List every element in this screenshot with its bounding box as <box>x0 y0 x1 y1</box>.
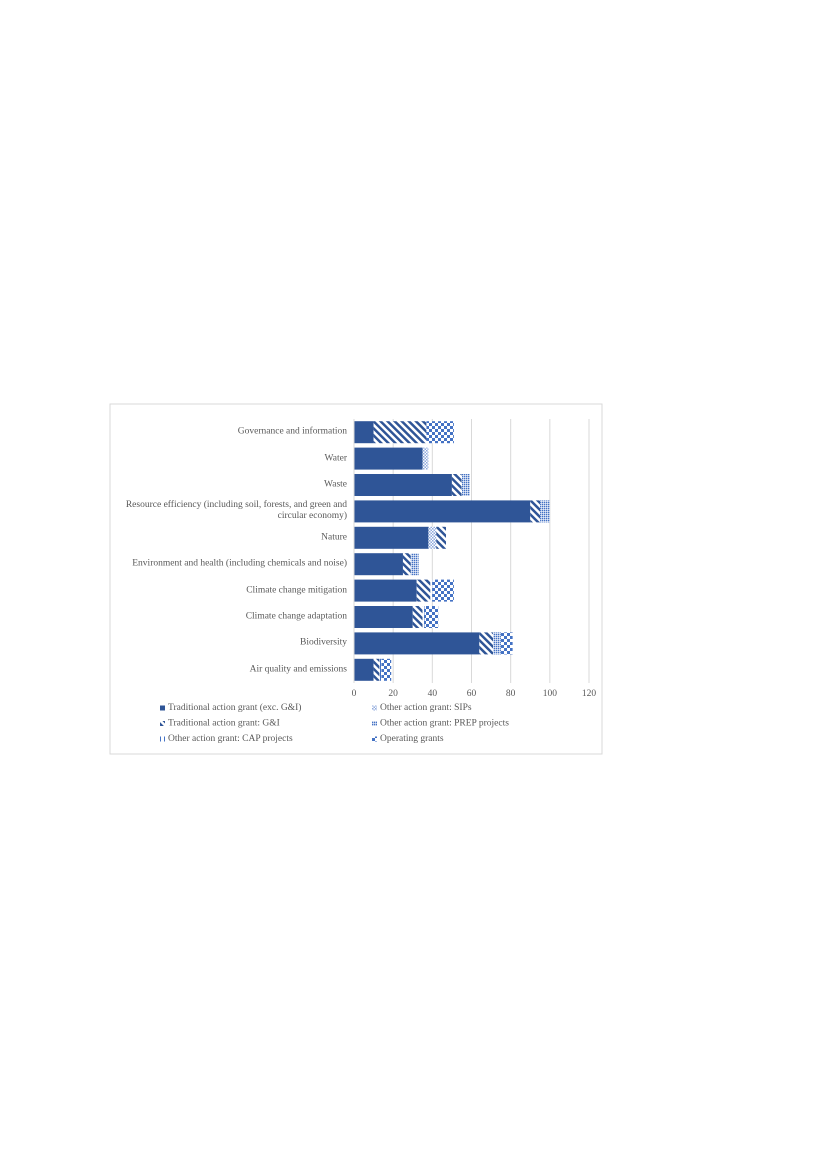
bar-segment <box>410 553 419 576</box>
legend-swatch <box>160 705 165 711</box>
bar-segment <box>416 579 431 602</box>
bar-segment <box>446 526 448 549</box>
legend-swatch <box>372 705 377 711</box>
bar-segment <box>422 447 429 470</box>
category-label: Waste <box>324 479 347 490</box>
bar-segment <box>540 500 550 523</box>
x-tick-label: 20 <box>388 689 398 699</box>
category-label: Climate change mitigation <box>246 585 347 596</box>
bar-segment <box>430 579 433 602</box>
bar-segment <box>451 474 462 496</box>
bar-segment <box>426 421 454 444</box>
legend-label: Operating grants <box>380 734 444 744</box>
chart-border <box>109 403 603 755</box>
category-label: Nature <box>321 532 347 543</box>
category-label: Governance and information <box>237 426 347 437</box>
bar-segment <box>354 421 374 444</box>
bar-segment <box>493 632 501 655</box>
legend-swatch <box>372 721 377 726</box>
bar-segment <box>354 447 423 470</box>
bar-segment <box>530 500 541 523</box>
x-tick-label: 120 <box>582 689 597 699</box>
legend-label: Traditional action grant: G&I <box>168 719 280 729</box>
x-tick-label: 0 <box>352 689 357 699</box>
legend-label: Other action grant: PREP projects <box>380 719 509 729</box>
category-label: Air quality and emissions <box>249 664 347 675</box>
bar-segment <box>373 421 427 444</box>
category-label: Water <box>324 453 347 464</box>
category-label: Environment and health (including chemic… <box>132 558 347 569</box>
bar-segment <box>354 500 531 523</box>
x-tick-label: 100 <box>543 689 558 699</box>
bar-segment <box>424 606 439 628</box>
legend-swatch <box>160 736 165 742</box>
bar-segment <box>354 526 429 549</box>
bar-segment <box>354 474 452 496</box>
x-tick-label: 80 <box>506 689 516 699</box>
bar-segment <box>354 606 413 628</box>
bar-segment <box>354 553 403 576</box>
bar-segment <box>500 632 513 655</box>
bar-segment <box>412 606 423 628</box>
bar-segment <box>461 474 470 496</box>
bar-segment <box>379 658 382 681</box>
x-tick-label: 60 <box>467 689 477 699</box>
legend-swatch <box>160 721 165 726</box>
bar-segment <box>381 658 392 681</box>
bar-segment <box>354 579 417 602</box>
category-label: Biodiversity <box>300 637 347 648</box>
bar-segment <box>422 606 425 628</box>
bar-segment <box>479 632 494 655</box>
bar-segment <box>354 632 480 655</box>
bar-segment <box>402 553 411 576</box>
legend-label: Other action grant: CAP projects <box>168 734 293 744</box>
category-label: Resource efficiency (including soil, for… <box>125 500 347 522</box>
bar-segment <box>354 658 374 681</box>
category-label: Climate change adaptation <box>245 611 347 622</box>
x-tick-label: 40 <box>428 689 438 699</box>
bar-segment <box>436 526 447 549</box>
legend-label: Other action grant: SIPs <box>380 703 472 713</box>
legend-swatch <box>372 736 377 742</box>
bar-segment <box>373 658 380 681</box>
bar-segment <box>428 526 437 549</box>
bar-segment <box>432 579 454 602</box>
legend-label: Traditional action grant (exc. G&I) <box>168 702 301 713</box>
